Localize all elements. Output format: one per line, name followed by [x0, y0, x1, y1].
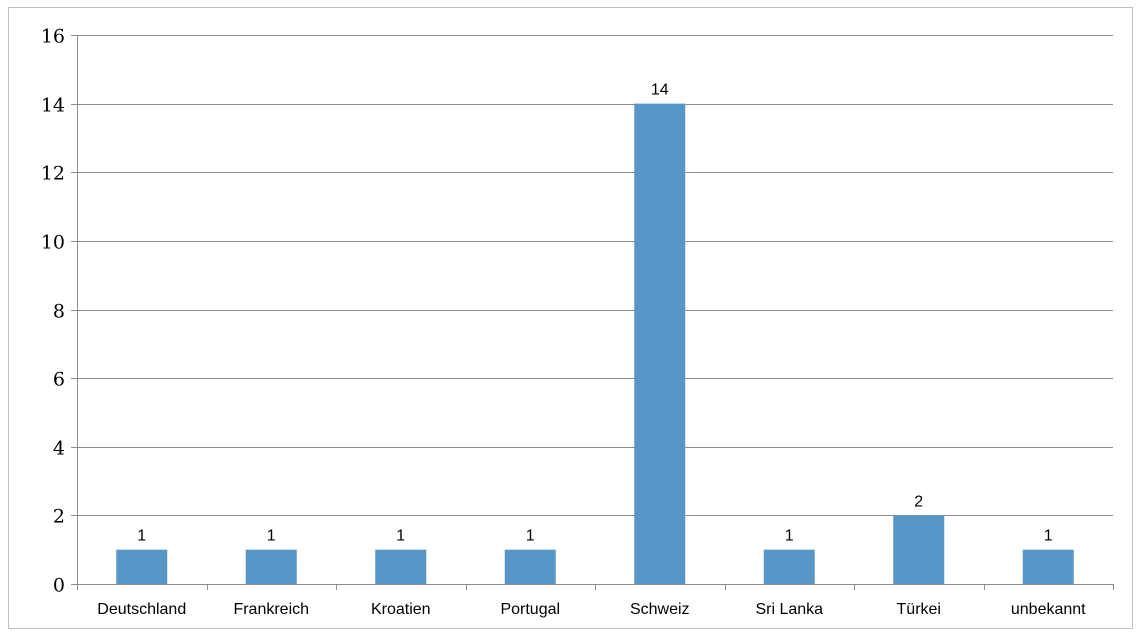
category-label: Türkei: [897, 601, 941, 618]
data-label: 14: [651, 82, 669, 99]
category-label: Sri Lanka: [755, 601, 823, 618]
category-label: Kroatien: [371, 601, 431, 618]
y-tick-label: 14: [41, 95, 65, 117]
y-tick-label: 8: [53, 301, 65, 323]
y-tick-label: 12: [41, 163, 65, 185]
category-label: unbekannt: [1011, 601, 1086, 618]
y-tick-label: 0: [53, 575, 65, 597]
bar-unbekannt: [1022, 549, 1074, 584]
data-label: 1: [526, 528, 535, 545]
labels: 02468101214161Deutschland1Frankreich1Kro…: [41, 26, 1086, 619]
category-label: Schweiz: [630, 601, 690, 618]
axes: [71, 35, 1114, 590]
bar-schweiz: [634, 103, 686, 584]
bar-deutschland: [116, 549, 168, 584]
category-label: Frankreich: [233, 601, 309, 618]
data-label: 1: [396, 528, 405, 545]
bars: [116, 103, 1074, 584]
bar-kroatien: [375, 549, 427, 584]
y-tick-label: 16: [41, 26, 65, 48]
category-label: Deutschland: [97, 601, 186, 618]
data-label: 1: [267, 528, 276, 545]
data-label: 1: [785, 528, 794, 545]
data-label: 2: [914, 493, 923, 510]
bar-frankreich: [245, 549, 297, 584]
bar-sri-lanka: [763, 549, 815, 584]
y-tick-label: 4: [53, 438, 65, 460]
gridlines: [77, 35, 1113, 516]
y-tick-label: 6: [53, 369, 65, 391]
category-label: Portugal: [500, 601, 560, 618]
chart-frame: [8, 7, 1133, 629]
bar-portugal: [504, 549, 556, 584]
data-label: 1: [1044, 528, 1053, 545]
y-tick-label: 10: [41, 232, 65, 254]
bar-turkei: [893, 515, 945, 584]
y-tick-label: 2: [53, 506, 65, 528]
data-label: 1: [137, 528, 146, 545]
